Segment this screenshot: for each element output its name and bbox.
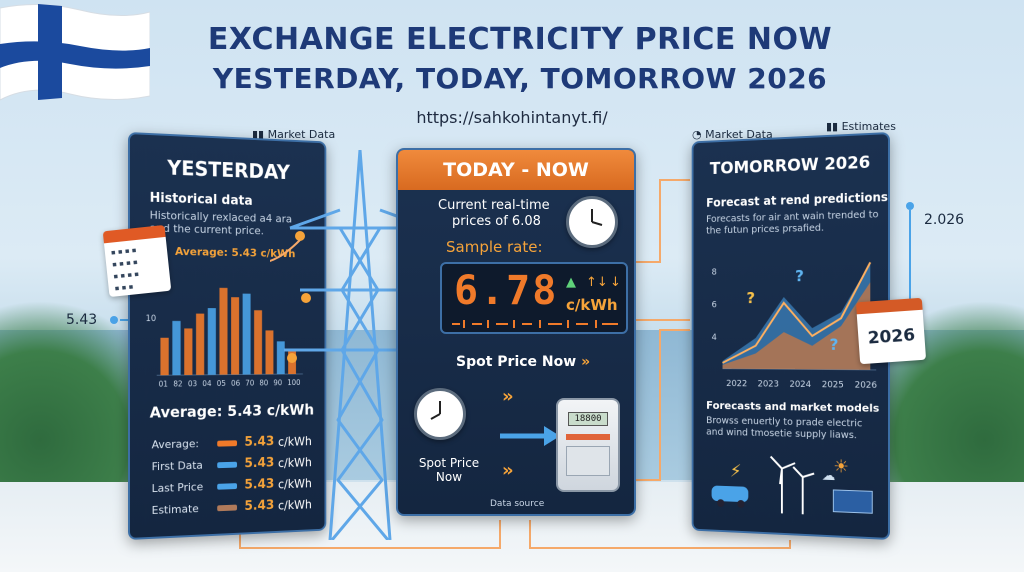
forecast-heading: Forecast at rend predictions [706,190,888,210]
bar [196,313,205,375]
legend-label: Average: [151,437,199,452]
x-tick-label: 100 [287,378,300,387]
y-tick-label: 6 [712,300,717,310]
solar-panel-icon [833,490,872,513]
models-desc-2: and wind tmosetie supply liaws. [706,426,857,442]
side-value-right: 2.026 [924,212,965,228]
bar [231,297,240,375]
side-value-left: 5.43 [66,312,98,328]
svg-text:?: ? [795,267,804,285]
x-tick-label: 2023 [758,379,779,389]
wind-turbine-icon [771,457,814,515]
x-tick-label: 82 [173,379,183,388]
bar [219,287,228,375]
svg-text:⚡: ⚡ [730,462,742,482]
legend-label: Estimate [151,502,199,517]
sun-icon: ☀ [833,457,849,478]
sample-rate-label: Sample rate: [446,238,543,256]
x-tick-label: 80 [259,378,268,387]
trend-arrows-icon: ▲ ↑↓ ↓ [566,275,621,290]
historical-data-heading: Historical data [149,190,253,209]
legend-swatch [216,439,237,447]
yesterday-panel: YESTERDAY Historical data Historically r… [128,132,327,540]
spot-price-now-link[interactable]: Spot Price Now » [456,354,591,370]
calendar-icon: ▪ ▪ ▪ ▪ ▪ ▪ ▪ ▪ ▪ ▪ ▪ ▪ ▪ ▪ ▪ [102,224,172,298]
double-chevron-icon: » [581,354,591,370]
data-source-label: Data source [490,499,545,509]
x-tick-label: 2024 [789,380,811,390]
energy-icons: ⚡ ☀ ☁ [711,447,880,526]
meter-reading: 18800 [568,412,608,426]
today-title: TODAY - NOW [398,150,634,190]
clock-icon [566,196,618,248]
page-title: EXCHANGE ELECTRICITY PRICE NOW [207,22,833,57]
svg-text:▲: ▲ [566,275,576,290]
x-tick-label: 06 [231,379,240,388]
svg-text:▪ ▪ ▪ ▪: ▪ ▪ ▪ ▪ [112,258,139,269]
x-tick-label: 03 [188,379,197,388]
cloud-icon: ☁ [822,468,835,485]
x-tick-label: 2025 [822,380,844,390]
bar [172,320,181,376]
bar [254,310,263,375]
y-tick-label: 8 [712,268,717,278]
electric-car-icon [711,485,749,503]
forecast-area-chart: 8 6 4 ? ? ? 2022 2023 2024 2025 2026 [712,242,880,391]
x-tick-label: 2022 [726,379,747,389]
finland-flag-icon [0,3,150,101]
spot-price-caption: Spot Price Now [418,456,480,484]
svg-text:↓: ↓ [610,275,621,290]
clock-icon-2 [414,388,466,440]
y-tick-label: 10 [146,313,157,323]
electric-meter-icon: 18800 [556,398,620,492]
svg-text:↑↓: ↑↓ [586,275,608,290]
current-price-line-1: Current real-time [438,198,550,213]
svg-text:▪ ▪ ▪: ▪ ▪ ▪ [114,283,134,293]
ticker-marks [452,320,618,328]
tomorrow-panel: TOMORROW 2026 Forecast at rend predictio… [691,132,890,540]
svg-text:»: » [502,460,514,476]
year-2026-badge: 2026 [855,297,927,365]
forecast-desc-2: the futun prices prsafied. [706,222,824,237]
tomorrow-title: TOMORROW 2026 [709,152,871,179]
yesterday-bar-chart: 10 01 82 03 04 05 06 70 80 90 100 [146,287,305,389]
svg-text:▪ ▪ ▪ ▪: ▪ ▪ ▪ ▪ [111,246,138,257]
page-subtitle: YESTERDAY, TODAY, TOMORROW 2026 [212,62,828,95]
legend-swatch [216,504,237,511]
legend-swatch [216,482,237,490]
price-display: 6.78 c/kWh ▲ ↑↓ ↓ [440,262,628,334]
site-url-link[interactable]: https://sahkohintanyt.fi/ [416,108,608,127]
bar [160,337,169,376]
x-tick-label: 70 [245,379,254,388]
bar [242,293,251,375]
x-tick-label: 90 [273,378,282,387]
price-display-unit: c/kWh [566,296,618,314]
models-heading: Forecasts and market models [706,399,880,415]
svg-text:»: » [502,386,514,407]
svg-text:▪ ▪ ▪ ▪: ▪ ▪ ▪ ▪ [113,270,140,281]
x-tick-label: 2026 [855,380,877,390]
legend-label: First Data [151,458,203,474]
price-display-value: 6.78 [454,268,559,314]
x-tick-label: 04 [202,379,211,388]
estimates-tag: ▮▮ Estimates [826,120,896,133]
x-tick-label: 05 [217,379,226,388]
historical-desc-2: and the current price. [149,221,264,238]
svg-text:?: ? [829,336,838,354]
legend-swatch [216,461,237,468]
y-tick-label: 4 [712,333,718,343]
bar [207,308,216,375]
legend-label: Last Price [151,480,204,496]
flow-arrows: » » [500,386,560,476]
svg-text:?: ? [746,289,755,307]
bar [184,328,193,376]
x-tick-label: 01 [159,379,169,388]
current-price-line-2: prices of 6.08 [452,214,541,229]
